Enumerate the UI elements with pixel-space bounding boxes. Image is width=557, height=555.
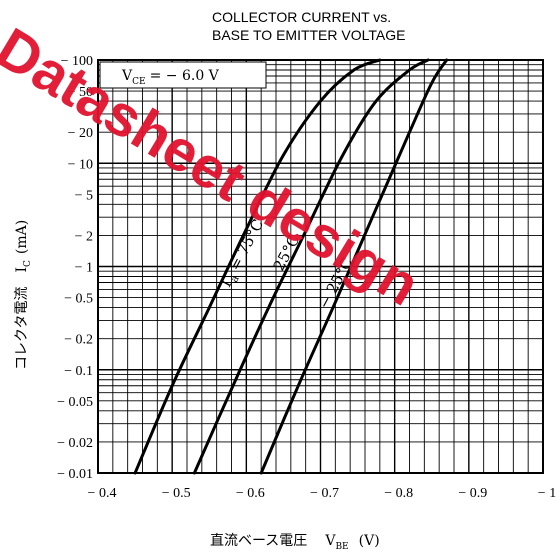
- y-tick-label: − 100: [61, 54, 93, 69]
- series-line-0: [133, 58, 382, 475]
- x-tick-label: − 0.8: [384, 486, 413, 501]
- series-line-1: [192, 58, 430, 475]
- y-tick-label: − 1: [75, 261, 93, 276]
- y-axis-ticks: − 100 − 50 − 20 − 10 − 5 − 2 − 1 − 0.5 − 0.2 − 0.…: [57, 54, 93, 482]
- x-tick-label: − 0.9: [458, 486, 487, 501]
- x-tick-label: − 1: [538, 486, 556, 501]
- y-tick-label: − 5: [75, 188, 93, 203]
- y-tick-label: − 0.05: [57, 395, 93, 410]
- y-axis-title: コレクタ電流IC(mA): [14, 220, 33, 370]
- y-tick-label: − 0.2: [64, 333, 93, 348]
- condition-label: VCE = − 6.0 V: [121, 68, 220, 87]
- y-tick-label: − 0.5: [64, 292, 93, 307]
- y-tick-label: − 20: [68, 126, 93, 141]
- series-lines: [133, 58, 449, 475]
- y-tick-label: − 2: [75, 229, 93, 244]
- x-axis-ticks: − 0.4 − 0.5 − 0.6 − 0.7 − 0.8 − 0.9 − 1: [88, 486, 557, 501]
- y-tick-label: − 50: [68, 85, 93, 100]
- chart-title-line-1: COLLECTOR CURRENT vs.: [212, 9, 391, 25]
- y-tick-label: − 0.1: [64, 364, 93, 379]
- y-tick-label: − 0.02: [57, 436, 93, 451]
- x-tick-label: − 0.4: [88, 486, 117, 501]
- x-tick-label: − 0.6: [236, 486, 265, 501]
- plot-frame: [97, 59, 544, 474]
- x-axis-title: 直流ベース電圧 VBE (V): [210, 532, 380, 552]
- y-tick-label: − 0.01: [57, 467, 93, 482]
- chart-title-line-2: BASE TO EMITTER VOLTAGE: [212, 27, 405, 43]
- x-tick-label: − 0.7: [310, 486, 339, 501]
- y-tick-label: − 10: [68, 157, 93, 172]
- x-tick-label: − 0.5: [162, 486, 191, 501]
- condition-box: VCE = − 6.0 V: [99, 61, 267, 89]
- series-line-2: [259, 58, 449, 475]
